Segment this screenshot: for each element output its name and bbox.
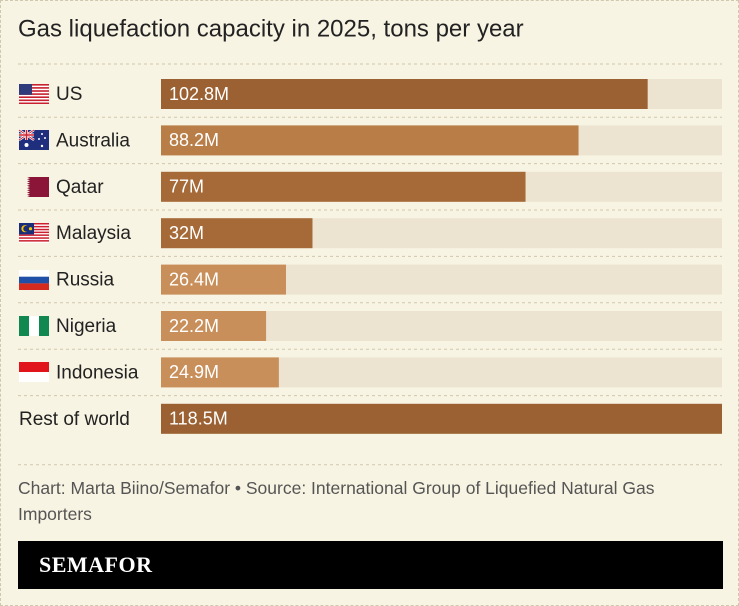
bar	[161, 79, 648, 109]
bar	[161, 218, 313, 249]
value-label: 88.2M	[169, 130, 219, 150]
category-label: Qatar	[56, 177, 104, 198]
flag-australia	[18, 129, 49, 150]
value-label: 22.2M	[169, 316, 219, 336]
flag-us	[19, 84, 49, 104]
bar	[161, 171, 526, 202]
logo: SEMAFOR	[18, 541, 723, 589]
value-label: 77M	[169, 177, 204, 197]
category-label: Australia	[56, 130, 130, 151]
value-label: 32M	[169, 223, 204, 243]
value-label: 118.5M	[169, 409, 228, 429]
bar	[161, 264, 286, 295]
bar	[161, 311, 267, 341]
category-label: Russia	[56, 270, 115, 291]
value-label: 102.8M	[169, 84, 229, 104]
category-label: US	[56, 84, 82, 105]
flag-malaysia	[19, 223, 49, 243]
category-label: Indonesia	[56, 362, 139, 383]
value-label: 26.4M	[169, 269, 219, 289]
value-label: 24.9M	[169, 362, 219, 382]
category-label: Rest of world	[19, 409, 130, 430]
flag-qatar	[19, 177, 49, 197]
flags	[18, 84, 49, 382]
bar	[161, 403, 722, 434]
flag-russia	[19, 270, 49, 290]
category-label: Malaysia	[56, 223, 131, 244]
flag-nigeria	[19, 316, 49, 336]
bar	[161, 357, 279, 388]
source-note: Chart: Marta Biino/Semafor • Source: Int…	[18, 478, 655, 524]
bar	[161, 125, 579, 156]
chart-title: Gas liquefaction capacity in 2025, tons …	[18, 15, 524, 42]
category-label: Nigeria	[56, 316, 117, 337]
flag-indonesia	[19, 362, 49, 382]
chart: Gas liquefaction capacity in 2025, tons …	[18, 15, 722, 466]
